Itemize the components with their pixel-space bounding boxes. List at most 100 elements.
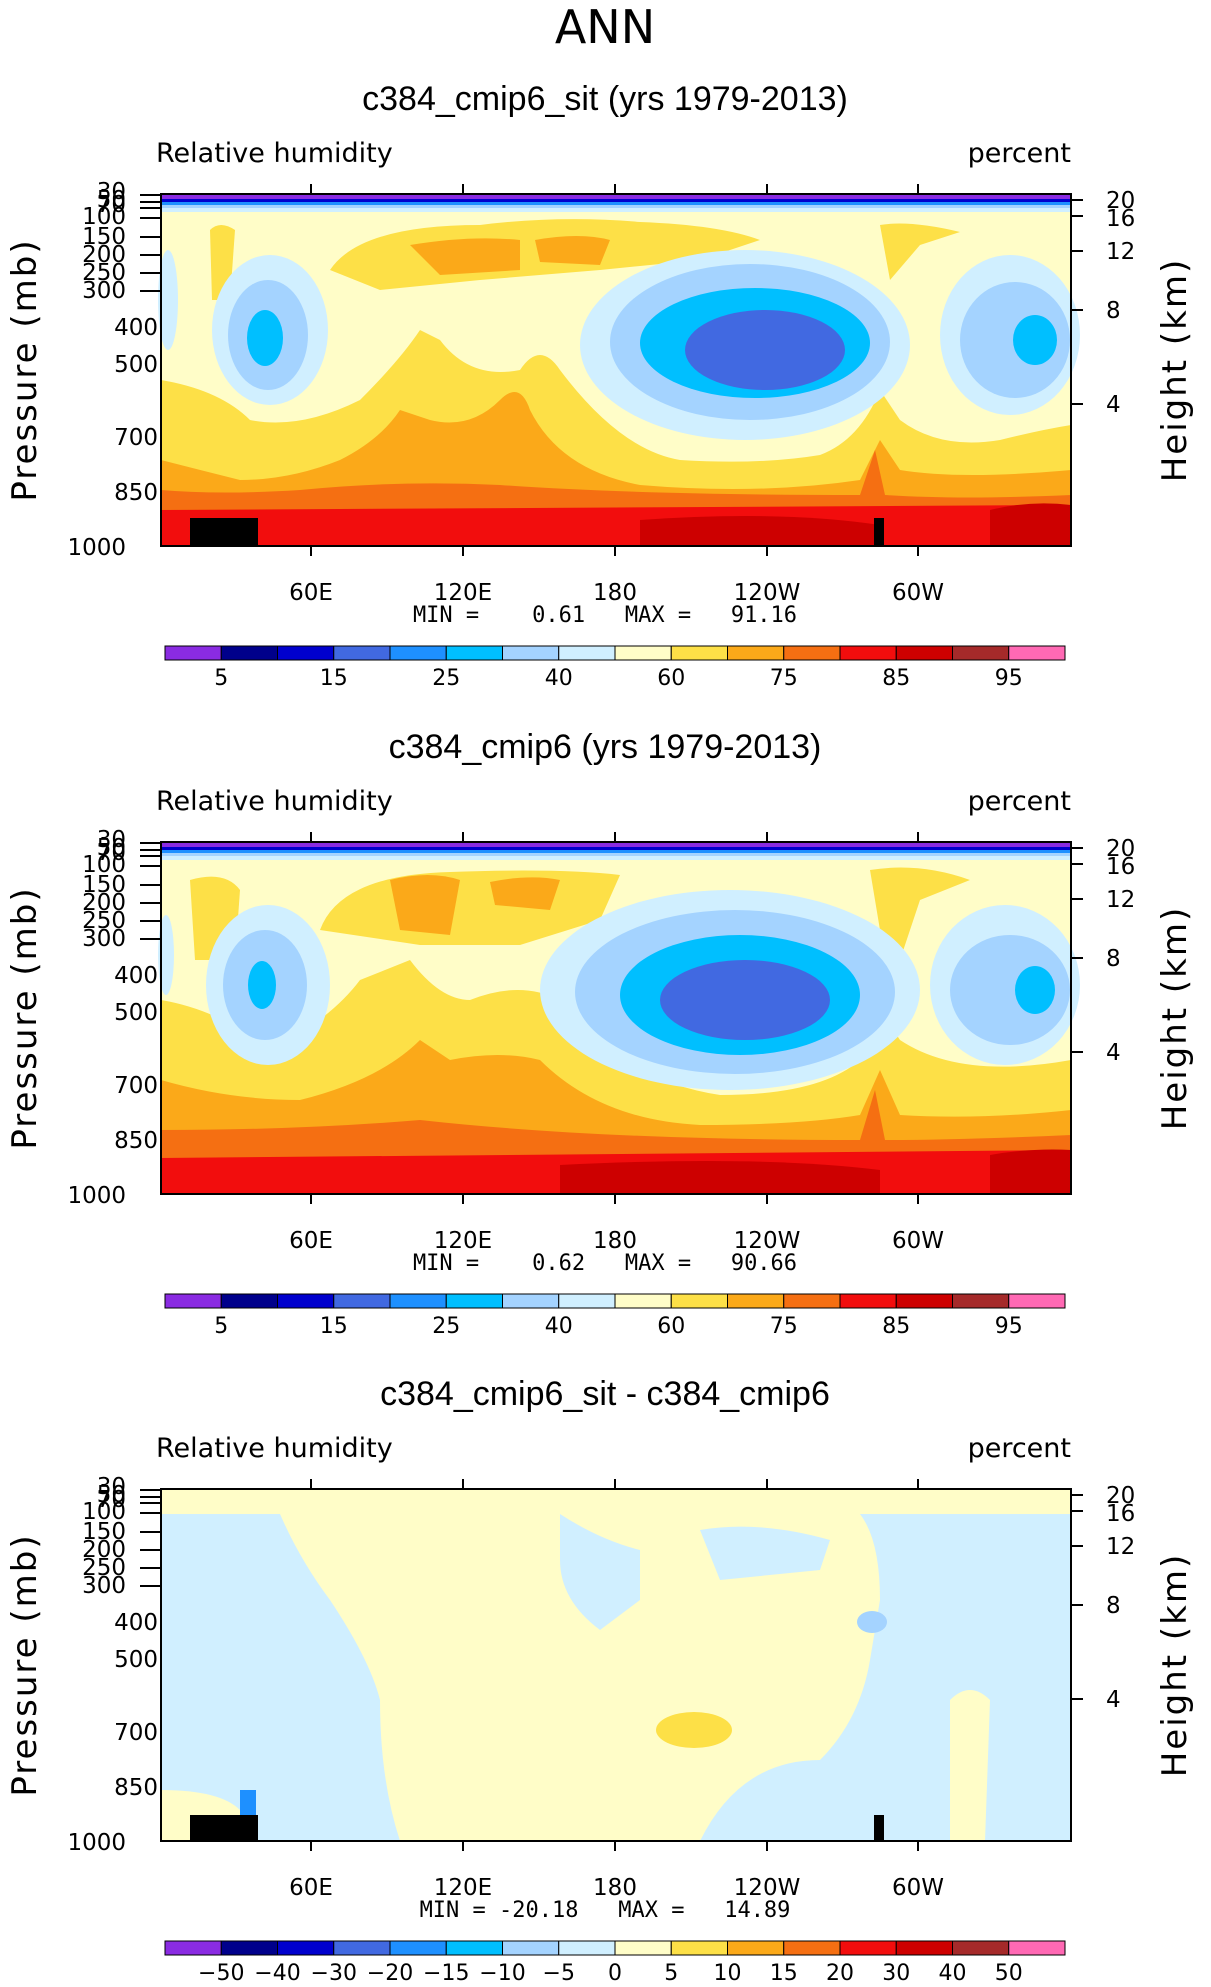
- y-tick-label: 850: [114, 1775, 158, 1801]
- colorbar-label: −50: [198, 1961, 244, 1986]
- y2-tick-label: 16: [1106, 1501, 1135, 1527]
- colorbar-swatch: [1008, 1940, 1066, 1956]
- colorbar-label: 30: [882, 1961, 910, 1986]
- colorbar-label: 5: [664, 1961, 678, 1986]
- colorbar-swatch: [558, 645, 616, 661]
- y-tick-label: 30: [97, 1474, 126, 1500]
- colorbar-swatch: [333, 645, 391, 661]
- y-tick-label: 50: [97, 835, 126, 861]
- colorbar-label: 60: [657, 666, 685, 691]
- y2-tick-label: 20: [1106, 836, 1135, 862]
- contour-region: [158, 250, 178, 350]
- units-label: percent: [968, 138, 1071, 169]
- y-tick-label: 100: [82, 204, 126, 230]
- y-tick-label: 500: [114, 1647, 158, 1673]
- panel-title: c384_cmip6_sit (yrs 1979-2013): [362, 80, 848, 118]
- topography-mask: [874, 1815, 884, 1841]
- y-tick-label: 30: [97, 179, 126, 205]
- x-axis: 60E 120E 180 120W 60W: [289, 184, 944, 606]
- y-tick-label: 850: [114, 1128, 158, 1154]
- x-axis: 60E 120E 180 120W 60W: [289, 1479, 944, 1901]
- y-tick-label: 700: [114, 1073, 158, 1099]
- x-tick-label: 120W: [734, 1875, 801, 1901]
- y2-tick-label: 8: [1106, 1593, 1121, 1619]
- colorbar-swatch: [502, 1940, 560, 1956]
- y-tick-label: 70: [97, 1487, 126, 1513]
- colorbar-label: 85: [882, 666, 910, 691]
- y2-axis: 20 16 12 8 4 Height (km): [1071, 188, 1195, 482]
- strat-band: [161, 194, 1071, 199]
- y-tick-label: 150: [82, 872, 126, 898]
- colorbar-swatch: [895, 1940, 953, 1956]
- colorbar: 5 15 25 40 60 75 85 95: [164, 1293, 1066, 1339]
- contour-region: [560, 1514, 640, 1630]
- colorbar-label: −30: [311, 1961, 357, 1986]
- colorbar-swatch: [952, 645, 1010, 661]
- contour-region: [857, 1611, 887, 1633]
- contour-region: [656, 1712, 732, 1748]
- colorbar-label: 5: [214, 666, 228, 691]
- field-label: Relative humidity: [156, 1433, 393, 1464]
- contour-region: [950, 1690, 990, 1841]
- y-tick-label: 200: [82, 242, 126, 268]
- colorbar-swatch: [727, 1940, 785, 1956]
- strat-band: [161, 847, 1071, 850]
- contour-plot: [158, 842, 1080, 1194]
- y-axis: 30 50 70 100 150 200 250 300 400 500 700…: [5, 179, 161, 561]
- colorbar-swatch: [895, 1293, 953, 1309]
- y-tick-label: 200: [82, 890, 126, 916]
- contour-region: [161, 505, 1071, 546]
- y-tick-label: 500: [114, 1000, 158, 1026]
- colorbar-swatch: [839, 1940, 897, 1956]
- y-axis-title: Pressure (mb): [5, 1533, 45, 1796]
- contour-region: [1015, 966, 1055, 1014]
- colorbar-label: 40: [545, 666, 573, 691]
- colorbar-swatch: [220, 1940, 278, 1956]
- colorbar-label: 25: [432, 666, 460, 691]
- contour-region: [161, 1489, 1071, 1514]
- colorbar-label: 40: [545, 1314, 573, 1339]
- y-tick-label: 250: [82, 260, 126, 286]
- topography-mask: [190, 518, 258, 546]
- colorbar-label: −15: [423, 1961, 469, 1986]
- panel-ctl: c384_cmip6 (yrs 1979-2013) Relative humi…: [5, 728, 1195, 1339]
- colorbar-swatch: [1008, 645, 1066, 661]
- colorbar-swatch: [445, 1940, 503, 1956]
- y-tick-label: 400: [114, 1610, 158, 1636]
- strat-band: [161, 202, 1071, 205]
- strat-band: [161, 205, 1071, 208]
- contour-plot: [158, 194, 1080, 546]
- y2-tick-label: 16: [1106, 854, 1135, 880]
- colorbar-swatch: [333, 1293, 391, 1309]
- colorbar-swatch: [220, 1293, 278, 1309]
- y2-tick-label: 20: [1106, 1483, 1135, 1509]
- colorbar-swatch: [164, 645, 222, 661]
- colorbar-label: 75: [770, 1314, 798, 1339]
- y2-tick-label: 20: [1106, 188, 1135, 214]
- y2-axis-title: Height (km): [1155, 1553, 1195, 1778]
- colorbar-label: 75: [770, 666, 798, 691]
- colorbar-swatch: [277, 1940, 335, 1956]
- contour-region: [990, 503, 1071, 546]
- colorbar-swatch: [558, 1940, 616, 1956]
- colorbar-label: 50: [995, 1961, 1023, 1986]
- units-label: percent: [968, 1433, 1071, 1464]
- x-tick-label: 60E: [289, 580, 333, 606]
- contour-region: [685, 310, 845, 390]
- colorbar-label: 0: [608, 1961, 622, 1986]
- colorbar-swatch: [614, 1293, 672, 1309]
- y-tick-label: 300: [82, 926, 126, 952]
- y-tick-label: 850: [114, 480, 158, 506]
- colorbar-label: 40: [939, 1961, 967, 1986]
- y-tick-label: 250: [82, 1555, 126, 1581]
- y2-tick-label: 4: [1106, 392, 1121, 418]
- y-tick-label: 150: [82, 224, 126, 250]
- contour-region: [535, 236, 610, 265]
- panel-title: c384_cmip6 (yrs 1979-2013): [389, 728, 822, 766]
- contour-region: [660, 960, 830, 1040]
- y-tick-label: 250: [82, 908, 126, 934]
- colorbar-swatch: [277, 645, 335, 661]
- y2-tick-label: 12: [1106, 1534, 1135, 1560]
- strat-band: [161, 853, 1071, 856]
- colorbar-swatch: [670, 1293, 728, 1309]
